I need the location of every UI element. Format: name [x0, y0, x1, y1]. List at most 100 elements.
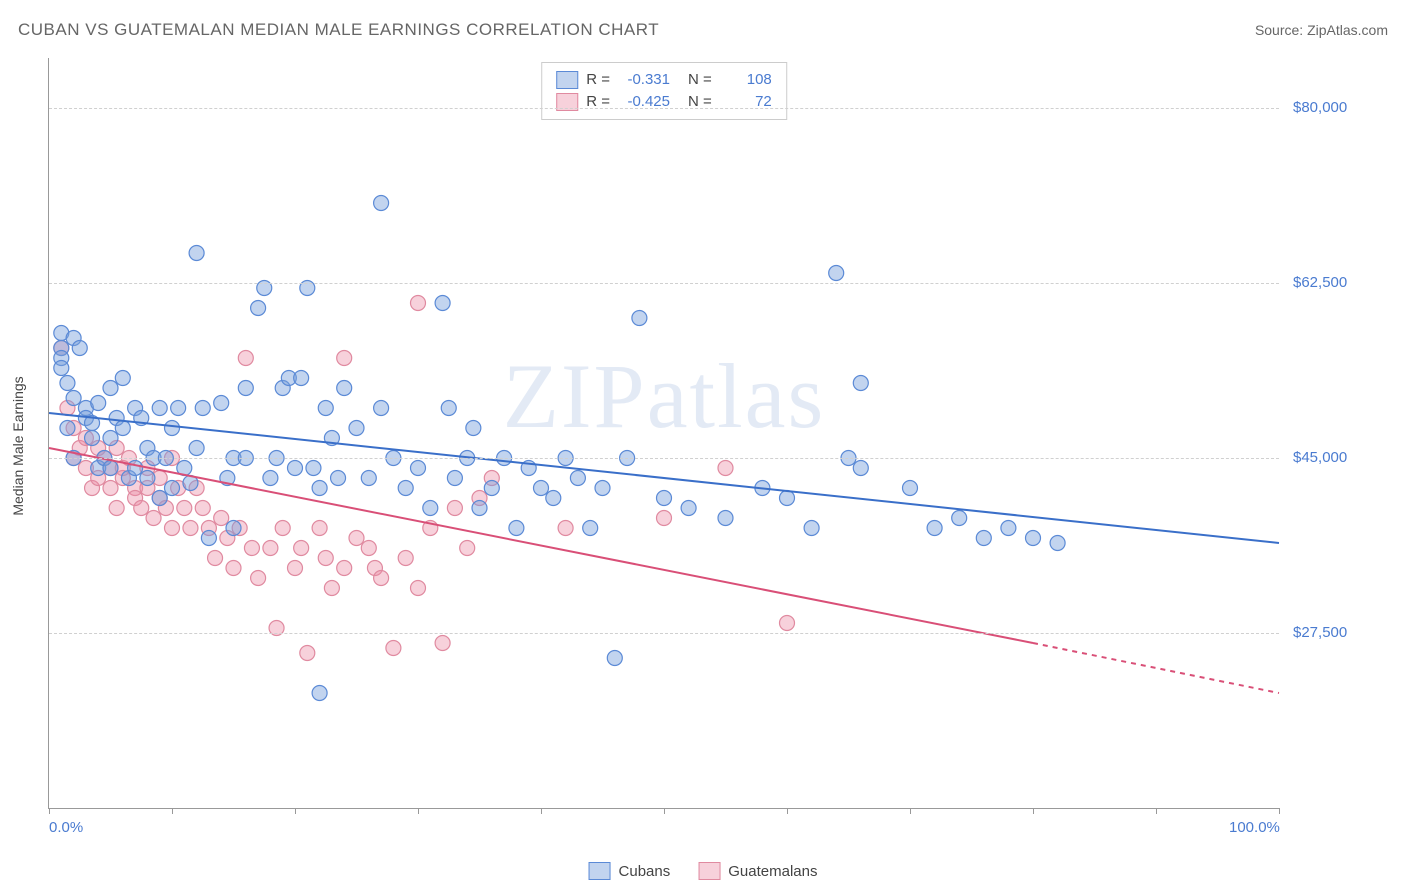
trend-line [49, 448, 1033, 643]
scatter-point [718, 461, 733, 476]
scatter-point [411, 581, 426, 596]
scatter-point [570, 471, 585, 486]
scatter-point [54, 361, 69, 376]
legend-item-guatemalans: Guatemalans [698, 862, 817, 880]
gridline [49, 108, 1279, 109]
scatter-point [165, 421, 180, 436]
scatter-point [534, 481, 549, 496]
scatter-point [447, 501, 462, 516]
scatter-point [361, 541, 376, 556]
x-tick [1156, 808, 1157, 814]
scatter-point [152, 401, 167, 416]
scatter-point [60, 421, 75, 436]
scatter-point [546, 491, 561, 506]
scatter-point [288, 461, 303, 476]
scatter-point [952, 511, 967, 526]
scatter-point [374, 571, 389, 586]
scatter-point [441, 401, 456, 416]
scatter-point [201, 531, 216, 546]
scatter-point [435, 636, 450, 651]
x-tick [787, 808, 788, 814]
scatter-point [349, 531, 364, 546]
scatter-point [853, 376, 868, 391]
scatter-svg [49, 58, 1279, 808]
scatter-point [115, 371, 130, 386]
scatter-point [411, 296, 426, 311]
scatter-point [306, 461, 321, 476]
scatter-point [140, 471, 155, 486]
scatter-point [435, 296, 450, 311]
scatter-point [337, 381, 352, 396]
y-axis-label: Median Male Earnings [10, 376, 26, 515]
scatter-point [91, 396, 106, 411]
scatter-point [263, 541, 278, 556]
scatter-point [331, 471, 346, 486]
scatter-point [171, 401, 186, 416]
scatter-point [183, 521, 198, 536]
scatter-point [324, 581, 339, 596]
scatter-point [657, 511, 672, 526]
scatter-point [466, 421, 481, 436]
scatter-point [214, 511, 229, 526]
scatter-point [447, 471, 462, 486]
scatter-point [472, 501, 487, 516]
scatter-point [152, 491, 167, 506]
scatter-point [85, 431, 100, 446]
scatter-point [558, 521, 573, 536]
scatter-point [214, 396, 229, 411]
chart-title: CUBAN VS GUATEMALAN MEDIAN MALE EARNINGS… [18, 20, 659, 40]
scatter-point [411, 461, 426, 476]
scatter-point [165, 481, 180, 496]
y-tick-label: $45,000 [1293, 449, 1347, 466]
scatter-point [251, 301, 266, 316]
scatter-point [103, 481, 118, 496]
scatter-point [318, 401, 333, 416]
scatter-point [632, 311, 647, 326]
legend-label-cubans: Cubans [619, 863, 671, 880]
scatter-point [460, 541, 475, 556]
x-tick [418, 808, 419, 814]
scatter-point [386, 641, 401, 656]
scatter-point [1026, 531, 1041, 546]
x-tick-label: 0.0% [49, 819, 83, 836]
scatter-point [423, 501, 438, 516]
x-tick [1033, 808, 1034, 814]
scatter-point [1001, 521, 1016, 536]
x-tick [1279, 808, 1280, 814]
y-tick-label: $80,000 [1293, 99, 1347, 116]
scatter-point [238, 381, 253, 396]
plot-area: ZIPatlas R = -0.331 N = 108 R = -0.425 N… [48, 58, 1279, 809]
scatter-point [177, 501, 192, 516]
scatter-point [374, 401, 389, 416]
scatter-point [804, 521, 819, 536]
scatter-point [780, 491, 795, 506]
scatter-point [294, 541, 309, 556]
trend-line [1033, 643, 1279, 693]
scatter-point [244, 541, 259, 556]
x-tick [172, 808, 173, 814]
scatter-point [208, 551, 223, 566]
scatter-point [374, 196, 389, 211]
scatter-point [115, 421, 130, 436]
scatter-point [103, 381, 118, 396]
scatter-point [337, 561, 352, 576]
scatter-point [657, 491, 672, 506]
scatter-point [128, 461, 143, 476]
scatter-point [238, 351, 253, 366]
scatter-point [146, 511, 161, 526]
scatter-point [263, 471, 278, 486]
x-tick [49, 808, 50, 814]
scatter-point [103, 461, 118, 476]
scatter-point [195, 401, 210, 416]
y-tick-label: $62,500 [1293, 274, 1347, 291]
scatter-point [318, 551, 333, 566]
scatter-point [337, 351, 352, 366]
scatter-point [607, 651, 622, 666]
scatter-point [398, 551, 413, 566]
scatter-point [903, 481, 918, 496]
scatter-point [109, 501, 124, 516]
source-attribution: Source: ZipAtlas.com [1255, 22, 1388, 38]
scatter-point [718, 511, 733, 526]
scatter-point [349, 421, 364, 436]
x-tick [541, 808, 542, 814]
